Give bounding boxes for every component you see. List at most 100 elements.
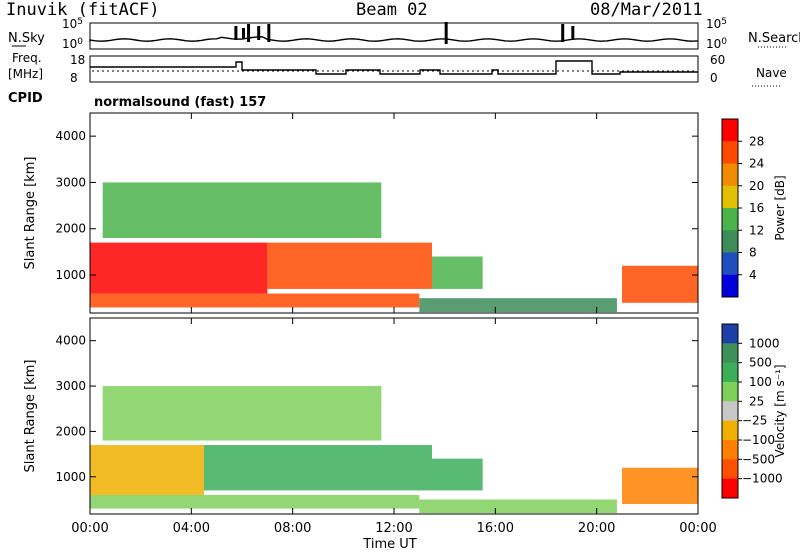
nave-label: Nave (756, 66, 787, 80)
velocity-cbar-seg-1 (722, 343, 738, 364)
power-ytick-2: 3000 (55, 175, 86, 189)
power-cbar-seg-0 (722, 119, 738, 142)
velocity-cbar-frame (721, 323, 739, 499)
sky-panel-frame (89, 22, 699, 50)
xtick-label-0: 00:00 (71, 521, 108, 536)
velocity-region-5 (622, 467, 698, 505)
xtick-label-1: 04:00 (173, 521, 210, 536)
power-cbar-seg-5 (722, 230, 738, 253)
sky-spike-3 (257, 26, 261, 40)
velocity-cbar-tick-6: −500 (742, 452, 775, 466)
velocity-cbar-tick-7: −1000 (742, 472, 783, 486)
sky-spike-6 (561, 24, 565, 42)
velocity-region-1 (204, 445, 432, 491)
power-ytick-0: 1000 (55, 268, 86, 282)
freq-tick-high: 18 (70, 53, 85, 67)
velocity-cbar-tick-3: 25 (749, 394, 764, 408)
date-title: 08/Mar/2011 (590, 0, 703, 20)
sky-spike-7 (571, 26, 575, 40)
power-cbar-tick-3: 16 (749, 201, 764, 215)
power-cbar-seg-4 (722, 208, 738, 231)
power-cbar-tick-4: 20 (749, 179, 764, 193)
velocity-ytick-1: 2000 (55, 424, 86, 438)
power-region-0 (90, 242, 268, 294)
sky-spike-4 (267, 24, 271, 42)
nave-tick-low: 0 (710, 71, 718, 85)
power-region-2 (432, 256, 483, 289)
velocity-region-2 (432, 458, 483, 491)
beam-title: Beam 02 (356, 0, 428, 20)
velocity-cbar-seg-0 (722, 324, 738, 344)
velocity-ytick-3: 4000 (55, 334, 86, 348)
velocity-ytick-2: 3000 (55, 379, 86, 393)
velocity-region-6 (102, 386, 382, 441)
power-cbar-tick-2: 12 (749, 223, 764, 237)
xtick-label-6: 00:00 (679, 521, 716, 536)
power-cbar-seg-3 (722, 185, 738, 209)
sky-spike-0 (234, 26, 238, 40)
freq-label-1: Freq. (12, 51, 42, 65)
xtick-label-2: 08:00 (274, 521, 311, 536)
xtick-label-5: 20:00 (578, 521, 615, 536)
freq-tick-low: 8 (70, 71, 78, 85)
power-region-1 (267, 242, 432, 289)
sky-tick-high: 105 (62, 17, 83, 31)
power-cbar-label: Power [dB] (773, 175, 787, 240)
power-region-6 (102, 182, 382, 238)
sky-label: N.Sky (8, 31, 45, 46)
velocity-cbar-tick-2: 100 (749, 375, 772, 389)
sky-spike-1 (242, 28, 245, 38)
power-cbar-seg-6 (722, 252, 738, 276)
power-cbar-seg-1 (722, 141, 738, 164)
search-tick-high: 105 (706, 17, 727, 31)
freq-label-2: [MHz] (8, 67, 43, 81)
power-ytick-3: 4000 (55, 129, 86, 143)
sky-tick-low: 100 (62, 37, 83, 51)
velocity-cbar-tick-5: −100 (742, 433, 775, 447)
velocity-cbar-seg-5 (722, 420, 738, 441)
power-region-5 (622, 265, 698, 303)
velocity-cbar-seg-8 (722, 478, 738, 499)
velocity-region-4 (419, 499, 617, 514)
xtick-label-4: 16:00 (477, 521, 514, 536)
station-title: Inuvik (fitACF) (6, 0, 160, 20)
sky-count-line (89, 36, 699, 42)
velocity-ylabel: Slant Range [km] (23, 360, 38, 473)
cpid-text: normalsound (fast) 157 (94, 95, 266, 110)
velocity-ytick-0: 1000 (55, 470, 86, 484)
sky-spike-2 (247, 24, 251, 42)
xlabel: Time UT (362, 537, 416, 552)
power-cbar-seg-7 (722, 274, 738, 298)
velocity-cbar-seg-3 (722, 382, 738, 402)
cpid-label: CPID (8, 91, 43, 106)
velocity-plot (90, 386, 698, 514)
velocity-cbar-seg-6 (722, 440, 738, 460)
sky-spike-5 (444, 22, 448, 44)
velocity-cbar-seg-2 (722, 362, 738, 383)
power-cbar-tick-0: 4 (749, 268, 757, 282)
velocity-cbar-label: Velocity [m s⁻¹] (773, 364, 787, 457)
freq-panel-frame (89, 55, 699, 83)
power-ytick-1: 2000 (55, 222, 86, 236)
search-label: N.Search (748, 31, 800, 46)
power-ylabel: Slant Range [km] (23, 157, 38, 270)
xtick-label-3: 12:00 (375, 521, 412, 536)
power-region-4 (419, 298, 617, 313)
search-tick-low: 100 (706, 37, 727, 51)
velocity-region-0 (90, 445, 204, 495)
velocity-cbar-tick-4: −25 (742, 414, 767, 428)
power-plot (90, 182, 698, 313)
nave-tick-high: 60 (710, 53, 725, 67)
power-cbar-tick-5: 24 (749, 157, 764, 171)
velocity-cbar-seg-7 (722, 459, 738, 480)
velocity-cbar-tick-0: 1000 (749, 336, 780, 350)
velocity-cbar-tick-1: 500 (749, 356, 772, 370)
power-cbar-seg-2 (722, 163, 738, 187)
velocity-region-3 (90, 494, 420, 509)
power-cbar-tick-1: 8 (749, 246, 757, 260)
power-cbar-tick-6: 28 (749, 134, 764, 148)
freq-line (90, 60, 698, 75)
velocity-cbar-seg-4 (722, 401, 738, 422)
power-region-3 (90, 293, 420, 308)
